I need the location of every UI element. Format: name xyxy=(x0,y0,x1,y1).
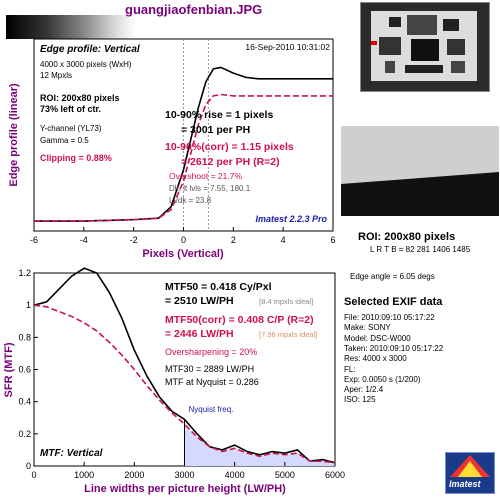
chart-title: MTF: Vertical xyxy=(40,448,103,459)
thumbnail-pattern xyxy=(371,15,465,73)
gray-gradient-strip xyxy=(6,15,136,39)
logo-graphic xyxy=(450,455,490,477)
result-mtf30: MTF30 = 2889 LW/PH xyxy=(165,364,254,374)
version-label: Imatest 2.2.3 Pro xyxy=(255,214,327,224)
y-axis-label: Edge profile (linear) xyxy=(8,83,20,187)
x-tick-label: 6 xyxy=(330,235,335,245)
roi-edge-shape xyxy=(341,126,499,184)
result-overshoot: Overshoot = 21.7% xyxy=(169,171,242,181)
x-tick-label: -6 xyxy=(30,235,38,245)
x-tick-label: 3000 xyxy=(174,470,194,480)
y-tick-label: 0.8 xyxy=(18,332,31,342)
exif-row: Exp: 0.0050 s (1/200) xyxy=(344,374,421,384)
y-tick-label: 1.2 xyxy=(18,268,31,278)
page-title: guangjiaofenbian.JPG xyxy=(125,2,263,17)
x-axis-label: Pixels (Vertical) xyxy=(142,248,224,260)
chart-timestamp: 16-Sep-2010 10:31:02 xyxy=(245,42,330,52)
x-tick-label: 0 xyxy=(181,235,186,245)
x-tick-label: 6000 xyxy=(325,470,345,480)
result-ltdk: Lt/dk = 23.8 xyxy=(169,196,212,205)
y-tick-label: 0.2 xyxy=(18,429,31,439)
info-roi-pos: 73% left of ctr. xyxy=(40,104,101,114)
exif-title: Selected EXIF data xyxy=(344,296,443,308)
result-mtf-nyquist: MTF at Nyquist = 0.286 xyxy=(165,377,259,387)
nyquist-label: Nyquist freq. xyxy=(189,405,234,414)
x-axis-label: Line widths per picture height (LW/PH) xyxy=(84,483,286,495)
roi-coords: L R T B = 82 281 1406 1485 xyxy=(370,245,471,254)
exif-row: Aper: 1/2.4 xyxy=(344,385,384,395)
info-gamma: Gamma = 0.5 xyxy=(40,136,89,145)
mtf-chart: Nyquist freq. 0 1000 2000 3000 4000 5000 6000 0 0… xyxy=(3,267,345,495)
y-tick-label: 0 xyxy=(26,461,31,471)
x-tick-label: -4 xyxy=(80,235,88,245)
result-rise-ph: = 3001 per PH xyxy=(181,124,250,136)
x-tick-label: -2 xyxy=(130,235,138,245)
x-tick-label: 2 xyxy=(231,235,236,245)
result-ideal1: [8.4 mpxls ideal] xyxy=(259,297,313,306)
info-clipping: Clipping = 0.88% xyxy=(40,153,112,163)
exif-row: FL: xyxy=(344,364,356,374)
series-line-solid-black xyxy=(33,267,336,464)
edge-angle: Edge angle = 6.05 degs xyxy=(350,272,435,281)
roi-crop-image xyxy=(341,126,499,216)
result-ideal2: [7.96 mpxls ideal] xyxy=(259,330,317,339)
result-rise: 10-90% rise = 1 pixels xyxy=(165,109,273,121)
exif-row: Model: DSC-W000 xyxy=(344,333,411,343)
result-mtf50-lw: = 2510 LW/PH xyxy=(165,295,234,307)
series-line-dashed-red xyxy=(34,93,333,222)
series-line-dashed-red xyxy=(33,304,336,464)
x-tick-label: 5000 xyxy=(275,470,295,480)
exif-row: Taken: 2010:09:10 05:17:22 xyxy=(344,343,444,353)
info-size: 4000 x 3000 pixels (WxH) xyxy=(40,60,132,69)
nyquist-shaded-area xyxy=(184,424,335,466)
result-dk: Dk, lt lvls = 7.55, 180.1 xyxy=(169,184,251,193)
x-tick-label: 4000 xyxy=(225,470,245,480)
result-mtf50-corr: MTF50(corr) = 0.408 C/P (R=2) xyxy=(165,314,314,326)
thumbnail-chart-card xyxy=(371,11,477,81)
y-axis-label: SFR (MTF) xyxy=(3,342,15,397)
exif-row: ISO: 125 xyxy=(344,395,376,405)
y-tick-label: 0.4 xyxy=(18,397,31,407)
roi-title: ROI: 200x80 pixels xyxy=(358,231,456,243)
y-tick-label: 1 xyxy=(26,300,31,310)
exif-row: File: 2010:09:10 05:17:22 xyxy=(344,313,435,322)
x-tick-label: 0 xyxy=(31,470,36,480)
x-tick-label: 1000 xyxy=(74,470,94,480)
result-rise-corr-ph: = 2612 per PH (R=2) xyxy=(181,156,280,168)
logo-text: Imatest xyxy=(449,479,481,489)
result-oversharpening: Oversharpening = 20% xyxy=(165,347,257,357)
y-tick-label: 0.6 xyxy=(18,365,31,375)
x-tick-label: 2000 xyxy=(124,470,144,480)
series-line-solid-black xyxy=(34,66,333,222)
chart-title: Edge profile: Vertical xyxy=(40,44,140,55)
result-mtf50: MTF50 = 0.418 Cy/Pxl xyxy=(165,281,272,293)
x-tick-label: 4 xyxy=(281,235,286,245)
info-mpxls: 12 Mpxls xyxy=(40,71,72,80)
imatest-logo: Imatest xyxy=(445,452,495,494)
test-chart-thumbnail xyxy=(360,2,490,92)
info-channel: Y-channel (YL73) xyxy=(40,124,102,133)
info-roi: ROI: 200x80 pixels xyxy=(40,93,120,103)
edge-profile-chart: -6 -4 -2 0 2 4 6 Edge profile: Vertical 16-Sep-2… xyxy=(8,38,336,260)
result-rise-corr: 10-90%(corr) = 1.15 pixels xyxy=(165,141,294,153)
exif-row: Make: SONY xyxy=(344,323,391,333)
exif-row: Res: 4000 x 3000 xyxy=(344,354,407,364)
result-mtf50-corr-lw: = 2446 LW/PH xyxy=(165,328,234,340)
